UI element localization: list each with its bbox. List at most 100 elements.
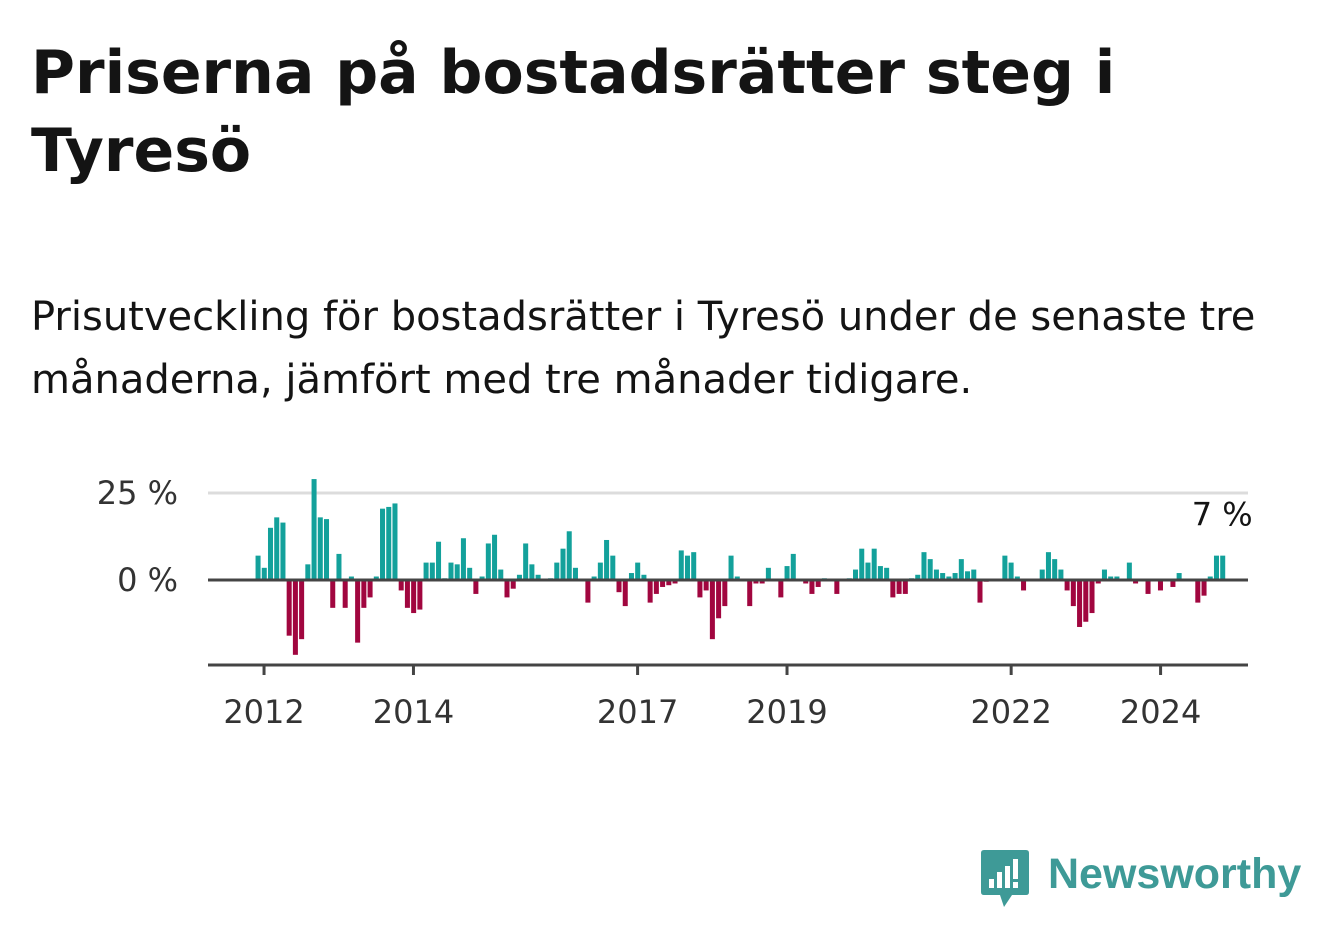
bar	[417, 580, 423, 610]
bar	[1083, 580, 1089, 622]
bar	[566, 531, 572, 580]
x-tick-label: 2019	[746, 693, 827, 731]
bar	[330, 580, 336, 608]
bar	[473, 580, 479, 594]
bar	[1195, 580, 1201, 603]
bar	[467, 567, 473, 580]
bar	[523, 543, 529, 580]
bar	[1220, 555, 1226, 580]
x-tick-label: 2024	[1120, 693, 1201, 731]
bar	[1064, 580, 1070, 591]
bar	[666, 580, 672, 586]
y-tick-label: 25 %	[97, 474, 178, 512]
bar	[485, 543, 491, 580]
chart-subtitle: Prisutveckling för bostadsrätter i Tyres…	[31, 294, 1256, 403]
bar	[324, 519, 330, 580]
x-tick-label: 2022	[970, 693, 1051, 731]
bar	[336, 553, 342, 580]
bar	[554, 562, 560, 580]
bar	[1039, 569, 1045, 580]
bar	[1157, 580, 1163, 591]
bar	[1176, 573, 1182, 580]
bar	[809, 580, 815, 594]
bar	[902, 580, 908, 594]
bar	[1002, 555, 1008, 580]
bar	[958, 559, 964, 580]
bar	[305, 564, 311, 580]
bar	[317, 517, 323, 580]
bar	[684, 555, 690, 580]
bar	[292, 580, 298, 655]
bar	[965, 571, 971, 580]
bar	[492, 534, 498, 580]
bar	[915, 574, 921, 580]
bar	[635, 562, 641, 580]
bar	[610, 555, 616, 580]
bar	[790, 553, 796, 580]
bar	[604, 539, 610, 580]
bar	[355, 580, 361, 643]
bar	[299, 580, 305, 640]
chart-title: Priserna på bostadsrätter steg i Tyresö	[31, 38, 1116, 186]
x-tick-label: 2014	[373, 693, 454, 731]
bar	[1114, 576, 1120, 580]
bar	[411, 580, 417, 614]
bar	[1213, 555, 1219, 580]
bar	[1077, 580, 1083, 627]
bar	[946, 576, 952, 580]
bar	[1070, 580, 1076, 607]
bar	[616, 580, 622, 593]
bar	[834, 580, 840, 594]
bar	[803, 580, 809, 584]
bar	[255, 555, 261, 580]
bar	[722, 580, 728, 607]
bar	[1052, 559, 1058, 580]
bar	[504, 580, 510, 598]
bar	[1021, 580, 1027, 591]
bar	[448, 562, 454, 580]
bar	[597, 562, 603, 580]
bar	[747, 580, 753, 607]
bar	[498, 569, 504, 580]
bar	[1089, 580, 1095, 614]
bar	[1058, 569, 1064, 580]
bar	[1095, 580, 1101, 584]
bar	[361, 580, 367, 608]
bar	[342, 580, 348, 608]
bar	[921, 552, 927, 580]
bar	[815, 580, 821, 587]
bar	[877, 566, 883, 580]
bar	[286, 580, 292, 636]
x-tick-label: 2012	[223, 693, 304, 731]
bar	[572, 567, 578, 580]
bar	[1008, 562, 1014, 580]
bar	[759, 580, 765, 584]
bar	[386, 506, 392, 580]
bar	[404, 580, 410, 608]
bar	[392, 503, 398, 580]
bar	[865, 562, 871, 580]
bar	[516, 574, 522, 580]
bar	[890, 580, 896, 598]
bar	[853, 569, 859, 580]
label-layer: 25 % 0 % 2012 2014 2017 2019 2022 2024 7 %	[97, 474, 1253, 731]
bar	[367, 580, 373, 598]
bar	[348, 576, 354, 580]
bar	[454, 564, 460, 580]
bar-layer	[255, 479, 1226, 655]
bar	[510, 580, 516, 589]
bar	[672, 580, 678, 584]
bar	[734, 576, 740, 580]
bar	[884, 567, 890, 580]
bar	[784, 566, 790, 580]
bar	[460, 538, 466, 580]
bar	[1108, 576, 1114, 580]
bar	[952, 573, 958, 580]
bar	[778, 580, 784, 598]
bar	[380, 508, 386, 580]
bar	[691, 552, 697, 580]
bar	[896, 580, 902, 594]
bar	[703, 580, 709, 591]
bar	[436, 541, 442, 580]
bar	[591, 576, 597, 580]
